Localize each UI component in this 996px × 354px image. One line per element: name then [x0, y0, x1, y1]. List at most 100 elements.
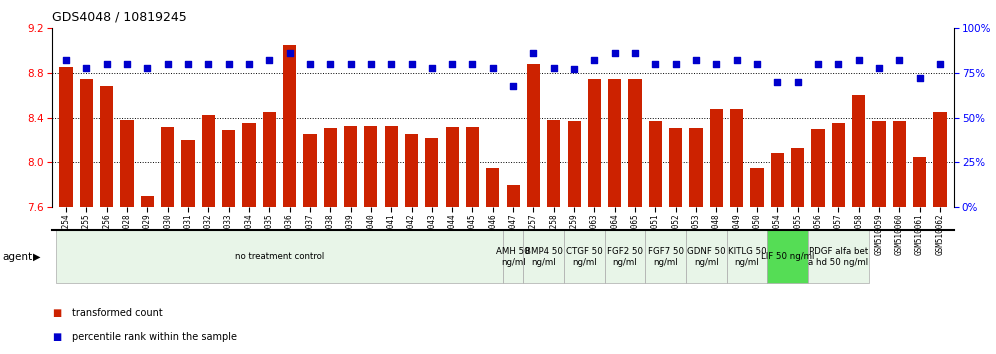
Bar	[384, 126, 397, 207]
Point	[485, 65, 501, 70]
Bar	[689, 128, 702, 207]
Bar	[507, 185, 520, 207]
Bar	[466, 127, 479, 207]
Point	[790, 79, 806, 85]
Bar	[852, 95, 866, 207]
Text: PDGF alfa bet
a hd 50 ng/ml: PDGF alfa bet a hd 50 ng/ml	[809, 247, 869, 267]
Bar	[771, 154, 784, 207]
Text: ■: ■	[52, 332, 61, 342]
Point	[729, 58, 745, 63]
Point	[79, 65, 95, 70]
Text: CTGF 50
ng/ml: CTGF 50 ng/ml	[566, 247, 603, 267]
Text: GDS4048 / 10819245: GDS4048 / 10819245	[52, 11, 186, 24]
Text: transformed count: transformed count	[72, 308, 162, 318]
Bar	[726, 230, 767, 283]
Bar	[80, 79, 93, 207]
Point	[159, 61, 175, 67]
Point	[749, 61, 765, 67]
Point	[444, 61, 460, 67]
Bar	[767, 230, 808, 283]
Point	[221, 61, 237, 67]
Point	[647, 61, 663, 67]
Bar	[628, 79, 641, 207]
Bar	[344, 126, 358, 207]
Text: ■: ■	[52, 308, 61, 318]
Text: percentile rank within the sample: percentile rank within the sample	[72, 332, 237, 342]
Bar	[872, 121, 885, 207]
Bar	[588, 79, 601, 207]
Bar	[913, 157, 926, 207]
Bar	[121, 120, 133, 207]
Point	[241, 61, 257, 67]
Bar	[405, 135, 418, 207]
Point	[464, 61, 480, 67]
Point	[769, 79, 785, 85]
Bar	[425, 138, 438, 207]
Point	[911, 75, 927, 81]
Point	[688, 58, 704, 63]
Bar	[100, 86, 114, 207]
Bar	[812, 129, 825, 207]
Text: FGF7 50
ng/ml: FGF7 50 ng/ml	[647, 247, 683, 267]
Text: no treatment control: no treatment control	[235, 252, 324, 261]
Point	[383, 61, 399, 67]
Bar	[645, 230, 686, 283]
Point	[607, 51, 622, 56]
Point	[810, 61, 826, 67]
Bar	[161, 127, 174, 207]
Bar	[710, 109, 723, 207]
Point	[424, 65, 440, 70]
Text: BMP4 50
ng/ml: BMP4 50 ng/ml	[525, 247, 563, 267]
Text: KITLG 50
ng/ml: KITLG 50 ng/ml	[727, 247, 766, 267]
Text: FGF2 50
ng/ml: FGF2 50 ng/ml	[607, 247, 643, 267]
Bar	[547, 120, 561, 207]
Bar	[609, 79, 622, 207]
Bar	[892, 121, 906, 207]
Point	[587, 58, 603, 63]
Bar	[648, 121, 662, 207]
Bar	[730, 109, 743, 207]
Bar	[445, 127, 459, 207]
Text: GDNF 50
ng/ml: GDNF 50 ng/ml	[687, 247, 725, 267]
Bar	[568, 121, 581, 207]
Point	[851, 58, 867, 63]
Bar	[791, 148, 805, 207]
Point	[546, 65, 562, 70]
Bar	[832, 123, 845, 207]
Point	[323, 61, 339, 67]
Point	[200, 61, 216, 67]
Bar	[140, 196, 154, 207]
Bar	[60, 67, 73, 207]
Point	[99, 61, 115, 67]
Bar	[503, 230, 523, 283]
Point	[932, 61, 948, 67]
Bar	[669, 128, 682, 207]
Point	[302, 61, 318, 67]
Bar	[365, 126, 377, 207]
Point	[343, 61, 359, 67]
Point	[58, 58, 74, 63]
Bar	[283, 45, 296, 207]
Point	[891, 58, 907, 63]
Bar	[263, 112, 276, 207]
Bar	[201, 115, 215, 207]
Bar	[564, 230, 605, 283]
Bar	[686, 230, 726, 283]
Text: LIF 50 ng/ml: LIF 50 ng/ml	[761, 252, 814, 261]
Bar	[181, 140, 194, 207]
Point	[871, 65, 886, 70]
Text: agent: agent	[2, 252, 32, 262]
Point	[566, 67, 582, 72]
Bar	[222, 130, 235, 207]
Bar	[304, 135, 317, 207]
Point	[627, 51, 643, 56]
Point	[831, 61, 847, 67]
Bar	[605, 230, 645, 283]
Point	[667, 61, 683, 67]
Point	[403, 61, 419, 67]
Point	[139, 65, 155, 70]
Bar	[523, 230, 564, 283]
Bar	[56, 230, 503, 283]
Point	[120, 61, 135, 67]
Point	[282, 51, 298, 56]
